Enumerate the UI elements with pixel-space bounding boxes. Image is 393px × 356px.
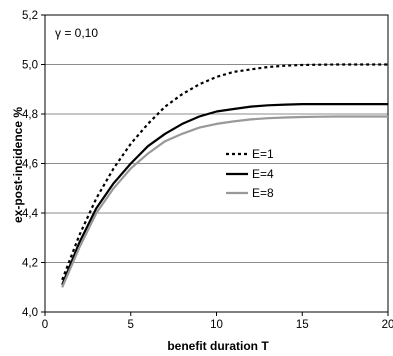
series-line-e4 (61, 102, 388, 286)
y-axis-ticks: 4,0 4,2 4,4 4,6 4,8 5,0 5,2 (22, 10, 45, 319)
x-tick-label: 20 (382, 319, 393, 331)
y-axis-title: ex-post-incidence % (11, 107, 25, 223)
series-line-e1 (61, 63, 388, 281)
legend-label-e4: E=4 (252, 167, 274, 181)
y-tick-label: 4,8 (22, 109, 38, 121)
x-tick-label: 5 (128, 319, 134, 331)
gamma-annotation: γ = 0,10 (55, 26, 98, 40)
legend-label-e1: E=1 (252, 147, 274, 161)
y-tick-label: 4,4 (22, 208, 39, 220)
y-tick-label: 5,2 (22, 10, 38, 22)
gridlines (45, 64, 388, 263)
x-tick-label: 10 (210, 319, 223, 331)
series-lines (61, 63, 388, 288)
y-tick-label: 4,0 (22, 307, 38, 319)
y-tick-label: 4,6 (22, 159, 38, 171)
x-tick-label: 0 (42, 319, 48, 331)
y-tick-label: 5,0 (22, 60, 38, 72)
legend-label-e8: E=8 (252, 186, 274, 200)
series-line-e8 (61, 115, 388, 288)
legend: E=1 E=4 E=8 (226, 147, 274, 200)
x-axis-ticks: 0 5 10 15 20 (42, 312, 393, 331)
y-tick-label: 4,2 (22, 258, 38, 270)
x-tick-label: 15 (296, 319, 309, 331)
x-axis-title: benefit duration T (167, 339, 269, 353)
